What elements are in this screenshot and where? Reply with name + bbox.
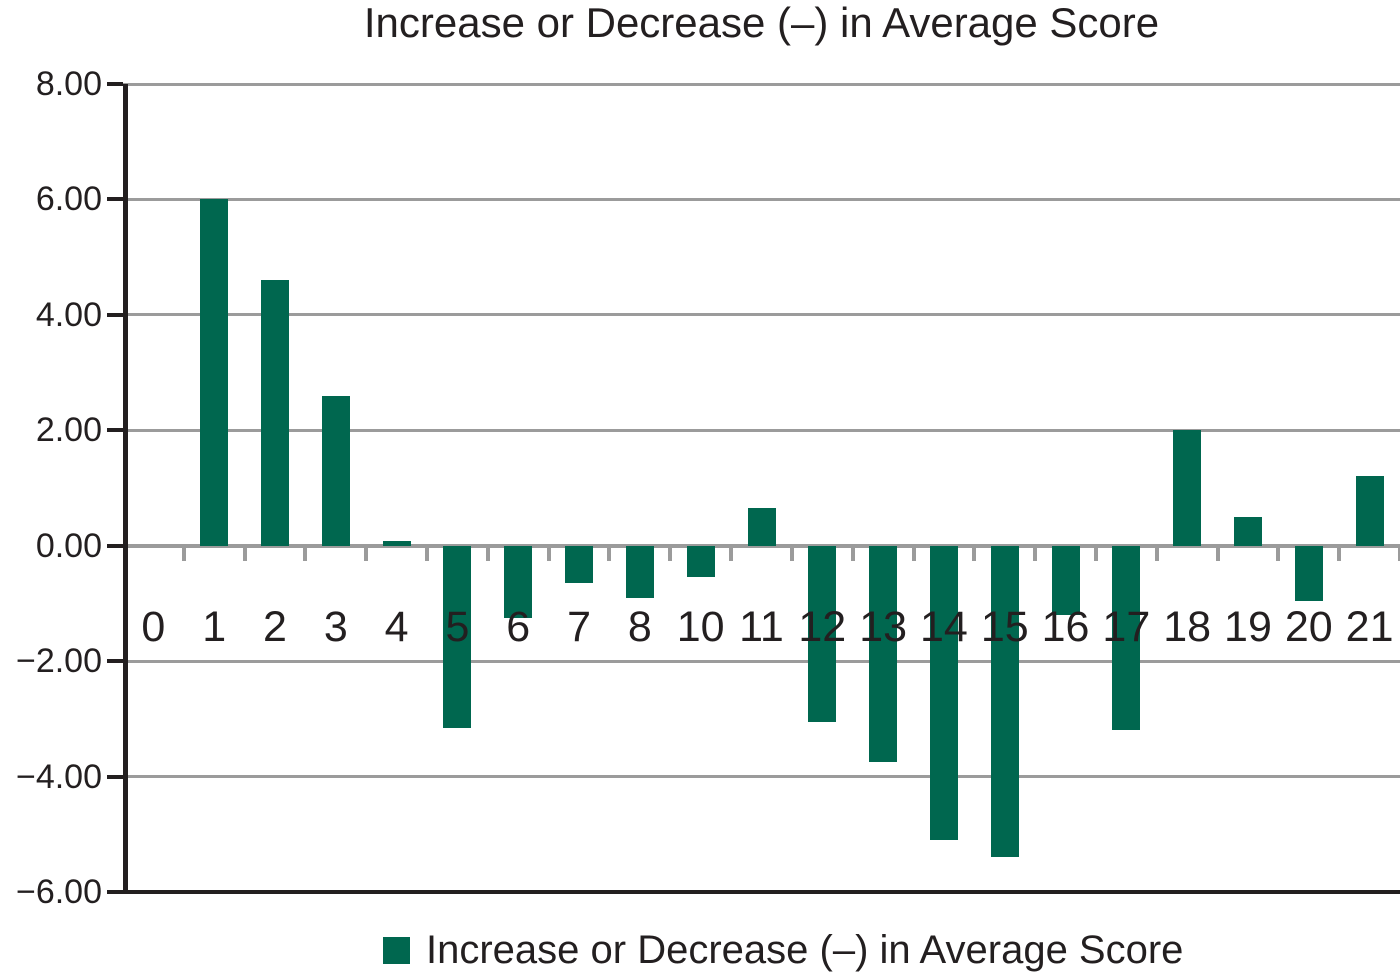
x-tick-label: 12: [798, 603, 847, 651]
x-tick: [1093, 547, 1098, 561]
x-tick: [1276, 547, 1281, 561]
x-tick-label: 8: [627, 603, 652, 651]
x-tick: [1398, 547, 1400, 561]
x-tick-label: 21: [1345, 603, 1394, 651]
x-tick-label: 4: [384, 603, 409, 651]
x-tick: [607, 547, 612, 561]
bar-20: [1294, 545, 1323, 601]
x-tick-label: 3: [323, 603, 348, 651]
y-tick-label: 8.00: [35, 65, 102, 103]
y-tick: [107, 543, 123, 548]
bar-15: [990, 545, 1019, 858]
gridline: [123, 313, 1400, 317]
x-tick: [1154, 547, 1159, 561]
x-tick-label: 7: [567, 603, 592, 651]
bar-21: [1355, 476, 1384, 546]
x-tick-label: 6: [506, 603, 531, 651]
bar-1: [200, 199, 229, 546]
x-tick: [425, 547, 430, 561]
y-tick-label: −6.00: [15, 873, 102, 911]
x-tick: [485, 547, 490, 561]
y-tick: [107, 890, 123, 894]
bar-2: [261, 280, 290, 546]
legend-label: Increase or Decrease (–) in Average Scor…: [426, 928, 1184, 972]
x-tick: [303, 547, 308, 561]
bar-17: [1112, 545, 1141, 731]
x-tick-label: 19: [1224, 603, 1272, 651]
y-axis-line: [123, 84, 128, 894]
bar-11: [747, 508, 776, 546]
y-tick-label: 0.00: [35, 526, 102, 565]
x-tick: [729, 547, 734, 561]
y-tick-label: −2.00: [15, 642, 102, 681]
x-tick: [1337, 547, 1342, 561]
legend: Increase or Decrease (–) in Average Scor…: [383, 928, 1183, 972]
x-tick-label: 15: [980, 603, 1029, 651]
x-tick-label: 1: [202, 603, 227, 651]
x-axis-bottom-line: [107, 890, 1400, 894]
x-tick: [850, 547, 855, 561]
bar-3: [321, 395, 350, 546]
x-tick: [1033, 547, 1038, 561]
chart-title: Increase or Decrease (–) in Average Scor…: [363, 0, 1160, 46]
x-tick: [242, 547, 247, 561]
x-tick-label: 17: [1102, 603, 1151, 651]
y-tick: [107, 774, 123, 779]
bar-5: [443, 545, 472, 728]
x-tick-label: 2: [263, 603, 287, 651]
bar-14: [929, 545, 958, 841]
bar-8: [625, 545, 654, 598]
gridline: [123, 659, 1400, 663]
x-tick: [789, 547, 794, 561]
gridline: [123, 543, 1400, 548]
y-tick-label: −4.00: [15, 757, 102, 796]
gridline: [123, 428, 1400, 432]
gridline: [123, 775, 1400, 779]
y-tick-label: 4.00: [35, 295, 102, 334]
x-tick: [181, 547, 186, 561]
y-tick: [107, 428, 123, 433]
bar-19: [1233, 516, 1262, 546]
bar-13: [869, 545, 898, 763]
legend-swatch-icon: [383, 936, 410, 964]
x-tick-label: 18: [1163, 603, 1212, 651]
gridline: [123, 82, 1400, 86]
y-tick: [107, 312, 123, 317]
x-tick-label: 5: [445, 603, 470, 651]
y-tick-label: 6.00: [35, 180, 102, 219]
y-tick: [107, 82, 123, 86]
x-tick: [1215, 547, 1220, 561]
y-tick: [107, 659, 123, 664]
x-tick-label: 11: [739, 603, 784, 651]
x-tick: [668, 547, 673, 561]
bar-10: [686, 545, 715, 578]
y-tick-label: 2.00: [35, 411, 102, 450]
gridline: [123, 197, 1400, 201]
bar-16: [1051, 545, 1080, 615]
bar-7: [565, 545, 594, 584]
x-tick: [364, 547, 369, 561]
x-tick: [911, 547, 916, 561]
x-tick-label: 0: [141, 603, 166, 651]
bar-6: [504, 545, 533, 618]
x-tick-label: 20: [1284, 603, 1333, 651]
bar-4: [382, 541, 411, 546]
bar-18: [1173, 430, 1202, 546]
x-tick: [972, 547, 977, 561]
x-tick-label: 10: [676, 603, 725, 651]
y-tick: [107, 197, 123, 202]
x-tick: [546, 547, 551, 561]
x-tick-label: 16: [1041, 603, 1090, 651]
x-tick-label: 13: [859, 603, 908, 651]
x-tick-label: 14: [920, 603, 968, 651]
bar-12: [808, 545, 837, 722]
